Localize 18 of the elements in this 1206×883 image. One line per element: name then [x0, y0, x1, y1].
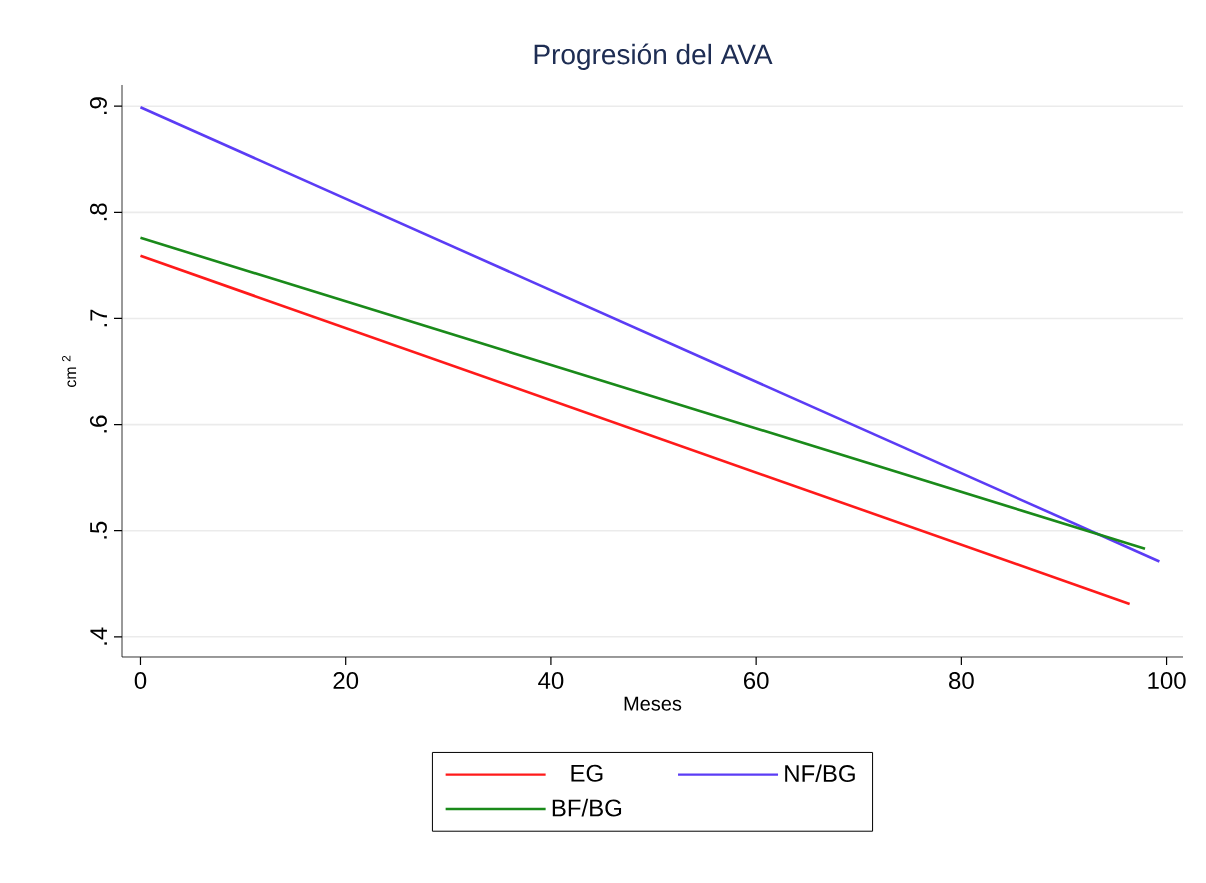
y-tick-label: .6	[89, 415, 107, 433]
y-tick-label: .4	[90, 627, 107, 645]
x-tick-label: 20	[333, 672, 359, 690]
y-tick-label: .7	[90, 309, 107, 327]
legend-label: EG	[571, 764, 603, 782]
chart-title: Progresión del AVA	[534, 43, 773, 70]
x-tick-label: 0	[134, 672, 147, 690]
legend-label: BF/BG	[552, 798, 622, 817]
y-tick-label: .5	[90, 521, 107, 539]
x-tick-label: 80	[949, 672, 974, 690]
x-tick-label: 100	[1148, 672, 1186, 690]
y-tick-label: .9	[89, 97, 107, 115]
x-axis-title: Meses	[624, 696, 682, 711]
y-tick-label: .8	[89, 203, 107, 221]
y-axis-title: cm $^{2}$	[62, 355, 77, 388]
x-tick-label: 40	[538, 672, 564, 690]
x-tick-label: 60	[744, 672, 769, 690]
legend-label: NF/BG	[785, 764, 855, 783]
